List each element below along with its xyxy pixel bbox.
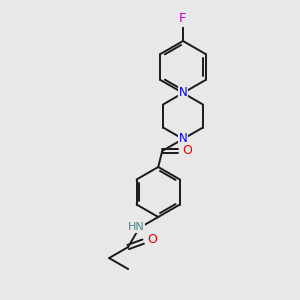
Text: F: F: [179, 13, 187, 26]
Text: N: N: [178, 86, 188, 100]
Text: N: N: [178, 133, 188, 146]
Text: O: O: [147, 233, 157, 246]
Text: O: O: [182, 145, 192, 158]
Text: HN: HN: [128, 222, 145, 232]
